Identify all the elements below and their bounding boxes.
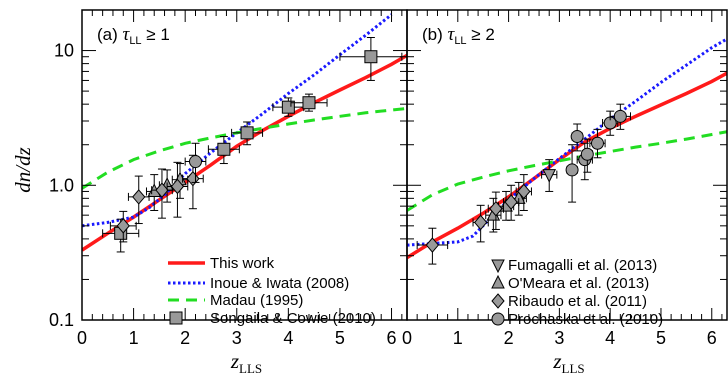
data-point: [570, 123, 584, 152]
x-tick-label: 1: [129, 328, 139, 348]
marker-circle: [565, 163, 579, 177]
x-axis-title: zLLS: [230, 349, 262, 376]
marker-diamond: [489, 200, 503, 217]
marker-circle: [570, 130, 584, 144]
panel-condition-sub: LL: [129, 35, 141, 47]
x-axis-title: zLLS: [552, 349, 584, 376]
panel-label: (b) τLL ≥ 2: [422, 24, 495, 47]
data-point: [515, 174, 532, 211]
data-point: [339, 36, 403, 81]
marker-circle: [188, 155, 202, 169]
legend-label: Inoue & Iwata (2008): [210, 275, 349, 292]
panel-condition-symbol: τ: [123, 24, 131, 45]
series-line-1: [407, 37, 727, 247]
data-point: [272, 97, 305, 117]
series-line-2: [407, 130, 727, 212]
marker-circle: [590, 136, 604, 150]
panel-condition-rest: ≥ 1: [142, 25, 170, 44]
panel-a: 0 1 2 3 4 5 6 0.1 1.0 10 (a) τLL ≥ 1 zLLS: [49, 9, 408, 376]
x-tick-label: 6: [707, 328, 717, 348]
x-tick-label: 6: [387, 328, 397, 348]
x-tick-label: 0: [77, 328, 87, 348]
legend-label: This work: [210, 255, 275, 272]
y-tick-label: 0.1: [49, 310, 74, 330]
legend-marker-triangle-up: [491, 274, 505, 289]
marker-diamond: [425, 237, 440, 253]
legend-label: Fumagalli et al. (2013): [508, 257, 657, 274]
panel-b: 0 1 2 3 4 5 6 (b) τLL ≥ 2 zLLS: [402, 9, 728, 376]
marker-diamond: [170, 178, 185, 195]
data-point: [472, 204, 489, 243]
y-tick-label: 10: [54, 41, 74, 61]
data-point: [127, 175, 150, 225]
data-point: [207, 136, 240, 165]
y-tick-label: 1.0: [49, 175, 74, 195]
legend-marker-triangle-down: [491, 259, 505, 274]
legend-marker-square: [169, 311, 183, 325]
marker-diamond: [132, 189, 146, 205]
legend-label: Songaila & Cowie (2010): [210, 310, 376, 327]
legend-marker-circle: [491, 312, 505, 326]
data-point: [184, 142, 207, 183]
panel-condition-rest: ≥ 2: [467, 25, 495, 44]
data-point: [487, 191, 505, 230]
data-point: [109, 210, 137, 243]
data-point: [609, 103, 631, 130]
series-line-1: [82, 13, 393, 228]
marker-square: [240, 126, 254, 140]
series-line-2: [82, 106, 407, 190]
data-point: [231, 121, 264, 146]
data-point: [416, 227, 449, 265]
legend-a: This work Inoue & Iwata (2008)Madau (1995…: [168, 255, 376, 327]
legend-b: Fumagalli et al. (2013)O'Meara et al. (2…: [491, 257, 663, 328]
x-tick-label: 1: [453, 328, 463, 348]
x-tick-label: 3: [232, 328, 242, 348]
marker-circle: [613, 109, 627, 123]
marker-square: [364, 50, 378, 64]
marker-diamond: [517, 183, 531, 200]
marker-diamond: [155, 182, 169, 198]
marker-circle: [580, 147, 594, 161]
x-axis-title-sub: LLS: [562, 361, 585, 376]
data-point: [503, 184, 520, 221]
x-tick-label: 2: [180, 328, 190, 348]
data-point: [565, 144, 579, 203]
x-tick-label: 2: [504, 328, 514, 348]
legend-label: O'Meara et al. (2013): [508, 275, 649, 292]
series-line-0: [82, 53, 407, 252]
panel-condition-sub: LL: [454, 35, 466, 47]
data-point: [166, 161, 189, 218]
x-tick-label: 3: [554, 328, 564, 348]
marker-diamond: [473, 214, 488, 231]
panel-condition-symbol: τ: [448, 24, 456, 45]
data-point: [290, 93, 328, 112]
x-tick-label: 4: [605, 328, 615, 348]
legend-marker-diamond: [491, 293, 505, 309]
y-axis-title: dn/dz: [11, 147, 35, 193]
marker-triangle-down: [542, 169, 557, 183]
marker-diamond: [116, 218, 130, 234]
x-tick-label: 5: [335, 328, 345, 348]
x-tick-label: 4: [283, 328, 293, 348]
panel-label: (a) τLL ≥ 1: [97, 24, 170, 47]
marker-square: [302, 96, 316, 110]
data-point: [580, 138, 594, 173]
data-point: [589, 128, 606, 159]
x-tick-label: 0: [402, 328, 412, 348]
data-point: [541, 159, 558, 192]
legend-label: Ribaudo et al. (2011): [508, 293, 647, 310]
x-axis-title-sub: LLS: [239, 361, 262, 376]
x-tick-label: 5: [656, 328, 666, 348]
data-point: [151, 168, 173, 219]
series-line-0: [407, 71, 727, 260]
plot-frame: [406, 9, 728, 321]
legend-label: Prochaska et al. (2010): [508, 311, 663, 328]
legend-label: Madau (1995): [210, 292, 303, 309]
marker-square: [217, 142, 231, 156]
marker-diamond: [504, 194, 518, 210]
